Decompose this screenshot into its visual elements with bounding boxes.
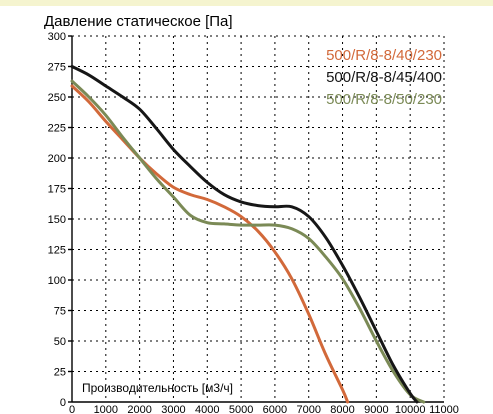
- x-tick-label-1000: 1000: [94, 404, 118, 414]
- x-axis-title: Производительность [м3/ч]: [82, 381, 233, 395]
- legend-entry-3: 500/R/8-8/50/230: [326, 91, 442, 108]
- y-tick-label-50: 50: [54, 336, 66, 348]
- x-tick-label-9000: 9000: [364, 404, 388, 414]
- x-tick-label-7000: 7000: [296, 404, 320, 414]
- y-tick-label-125: 125: [48, 245, 66, 257]
- legend-entry-2: 500/R/8-8/45/400: [326, 69, 442, 86]
- series-line-1: [70, 84, 350, 404]
- x-tick-label-0: 0: [69, 404, 75, 414]
- y-tick-label-25: 25: [54, 367, 66, 379]
- x-tick-label-11000: 11000: [429, 404, 459, 414]
- y-tick-label-150: 150: [48, 214, 66, 226]
- y-tick-label-175: 175: [48, 184, 66, 196]
- y-tick-label-225: 225: [48, 123, 66, 135]
- y-tick-label-275: 275: [48, 62, 66, 74]
- x-tick-label-3000: 3000: [161, 404, 185, 414]
- x-tick-label-8000: 8000: [330, 404, 354, 414]
- x-tick-label-4000: 4000: [195, 404, 219, 414]
- legend-entry-1: 500/R/8-8/40/230: [326, 47, 442, 64]
- y-tick-label-300: 300: [48, 31, 66, 43]
- y-tick-label-200: 200: [48, 153, 66, 165]
- y-tick-label-100: 100: [48, 275, 66, 287]
- x-tick-label-6000: 6000: [263, 404, 287, 414]
- series-line-3: [70, 79, 426, 404]
- y-tick-label-75: 75: [54, 306, 66, 318]
- y-axis-title: Давление статическое [Па]: [44, 13, 233, 30]
- x-tick-label-5000: 5000: [229, 404, 253, 414]
- labels: Давление статическое [Па] Производительн…: [44, 13, 233, 395]
- series-line-2: [70, 65, 419, 404]
- y-tick-label-0: 0: [60, 397, 66, 409]
- top-accent-bar: [0, 0, 493, 6]
- grid: [72, 35, 445, 402]
- x-tick-label-10000: 10000: [395, 404, 426, 414]
- series-lines: [70, 65, 426, 404]
- y-tick-label-250: 250: [48, 92, 66, 104]
- x-tick-label-2000: 2000: [127, 404, 151, 414]
- legend: 500/R/8-8/40/230 500/R/8-8/45/400 500/R/8-…: [326, 47, 442, 108]
